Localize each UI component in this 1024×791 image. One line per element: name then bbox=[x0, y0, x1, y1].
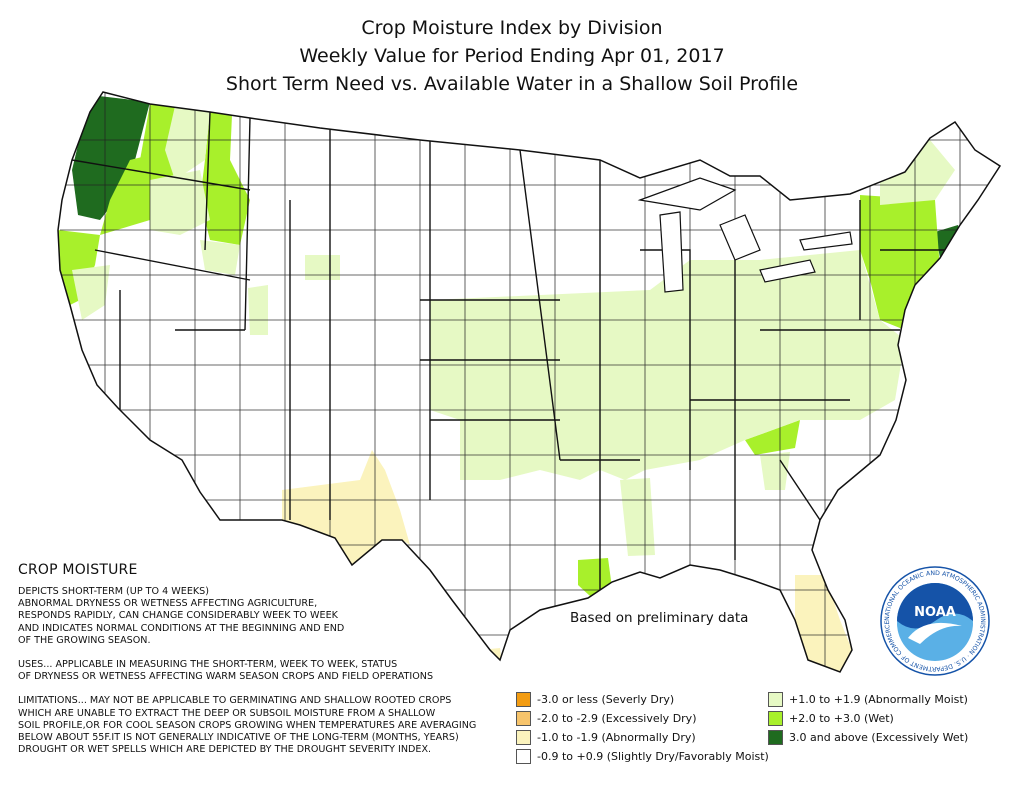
region-excessively-wet-new-england bbox=[935, 225, 965, 268]
limitations-paragraph: LIMITATIONS... MAY NOT BE APPLICABLE TO … bbox=[18, 695, 477, 756]
region-moist-idaho-south bbox=[200, 240, 240, 275]
great-lakes bbox=[637, 177, 853, 293]
region-wet-oregon-cascades bbox=[100, 150, 180, 235]
legend-column-left: -3.0 or less (Severly Dry) -2.0 to -2.9 … bbox=[516, 690, 769, 766]
region-dry-texas bbox=[282, 450, 410, 565]
legend-item-excessively-dry: -2.0 to -2.9 (Excessively Dry) bbox=[516, 709, 769, 728]
legend-swatch bbox=[516, 711, 531, 726]
state-boundaries bbox=[71, 111, 950, 600]
noaa-logo-icon: NATIONAL OCEANIC AND ATMOSPHERIC ADMINIS… bbox=[880, 566, 990, 676]
title-line-1: Crop Moisture Index by Division bbox=[361, 17, 663, 39]
legend-label: -2.0 to -2.9 (Excessively Dry) bbox=[537, 712, 697, 725]
legend-swatch bbox=[768, 692, 783, 707]
region-wet-louisiana bbox=[578, 558, 612, 596]
region-moist-wyoming bbox=[305, 255, 340, 280]
crop-moisture-heading: CROP MOISTURE bbox=[18, 562, 138, 578]
uses-paragraph: USES... APPLICABLE IN MEASURING THE SHOR… bbox=[18, 659, 434, 683]
region-wet-carolinas bbox=[745, 420, 800, 455]
depicts-paragraph: DEPICTS SHORT-TERM (UP TO 4 WEEKS) ABNOR… bbox=[18, 586, 345, 646]
region-moist-eastern-washington bbox=[165, 106, 210, 180]
region-moist-mississippi bbox=[620, 478, 655, 556]
legend-item-excessively-wet: 3.0 and above (Excessively Wet) bbox=[768, 728, 968, 747]
preliminary-data-note: Based on preliminary data bbox=[570, 610, 749, 626]
legend-label: 3.0 and above (Excessively Wet) bbox=[789, 731, 969, 744]
map-title-block: Crop Moisture Index by Division Weekly V… bbox=[0, 14, 1024, 98]
legend-label: -0.9 to +0.9 (Slightly Dry/Favorably Moi… bbox=[537, 750, 769, 763]
legend-swatch bbox=[516, 730, 531, 745]
legend-swatch bbox=[516, 692, 531, 707]
legend-item-abnormally-moist: +1.0 to +1.9 (Abnormally Moist) bbox=[768, 690, 968, 709]
legend-item-abnormally-dry: -1.0 to -1.9 (Abnormally Dry) bbox=[516, 728, 769, 747]
legend-item-severely-dry: -3.0 or less (Severly Dry) bbox=[516, 690, 769, 709]
region-wet-idaho-panhandle bbox=[200, 112, 250, 245]
legend-swatch bbox=[516, 749, 531, 764]
legend: -3.0 or less (Severly Dry) -2.0 to -2.9 … bbox=[516, 690, 1016, 770]
legend-item-wet: +2.0 to +3.0 (Wet) bbox=[768, 709, 968, 728]
noaa-logo-text: NOAA bbox=[914, 605, 956, 620]
legend-item-near-normal: -0.9 to +0.9 (Slightly Dry/Favorably Moi… bbox=[516, 747, 769, 766]
legend-swatch bbox=[768, 730, 783, 745]
region-excessively-wet-pacific-nw bbox=[72, 95, 150, 220]
legend-label: -1.0 to -1.9 (Abnormally Dry) bbox=[537, 731, 696, 744]
region-moist-california-north bbox=[72, 265, 110, 320]
crop-moisture-description: CROP MOISTURE DEPICTS SHORT-TERM (UP TO … bbox=[18, 562, 478, 768]
region-moist-georgia bbox=[760, 452, 790, 490]
legend-label: +2.0 to +3.0 (Wet) bbox=[789, 712, 894, 725]
title-line-3: Short Term Need vs. Available Water in a… bbox=[225, 73, 799, 95]
title-line-2: Weekly Value for Period Ending Apr 01, 2… bbox=[299, 45, 725, 67]
legend-column-right: +1.0 to +1.9 (Abnormally Moist) +2.0 to … bbox=[768, 690, 968, 747]
region-moist-new-england bbox=[880, 140, 955, 205]
region-wet-northern-california bbox=[58, 230, 100, 305]
region-dry-florida bbox=[795, 575, 852, 672]
legend-swatch bbox=[768, 711, 783, 726]
legend-label: -3.0 or less (Severly Dry) bbox=[537, 693, 675, 706]
region-moist-utah bbox=[248, 285, 268, 335]
region-wet-northeast bbox=[860, 195, 940, 330]
legend-label: +1.0 to +1.9 (Abnormally Moist) bbox=[789, 693, 968, 706]
